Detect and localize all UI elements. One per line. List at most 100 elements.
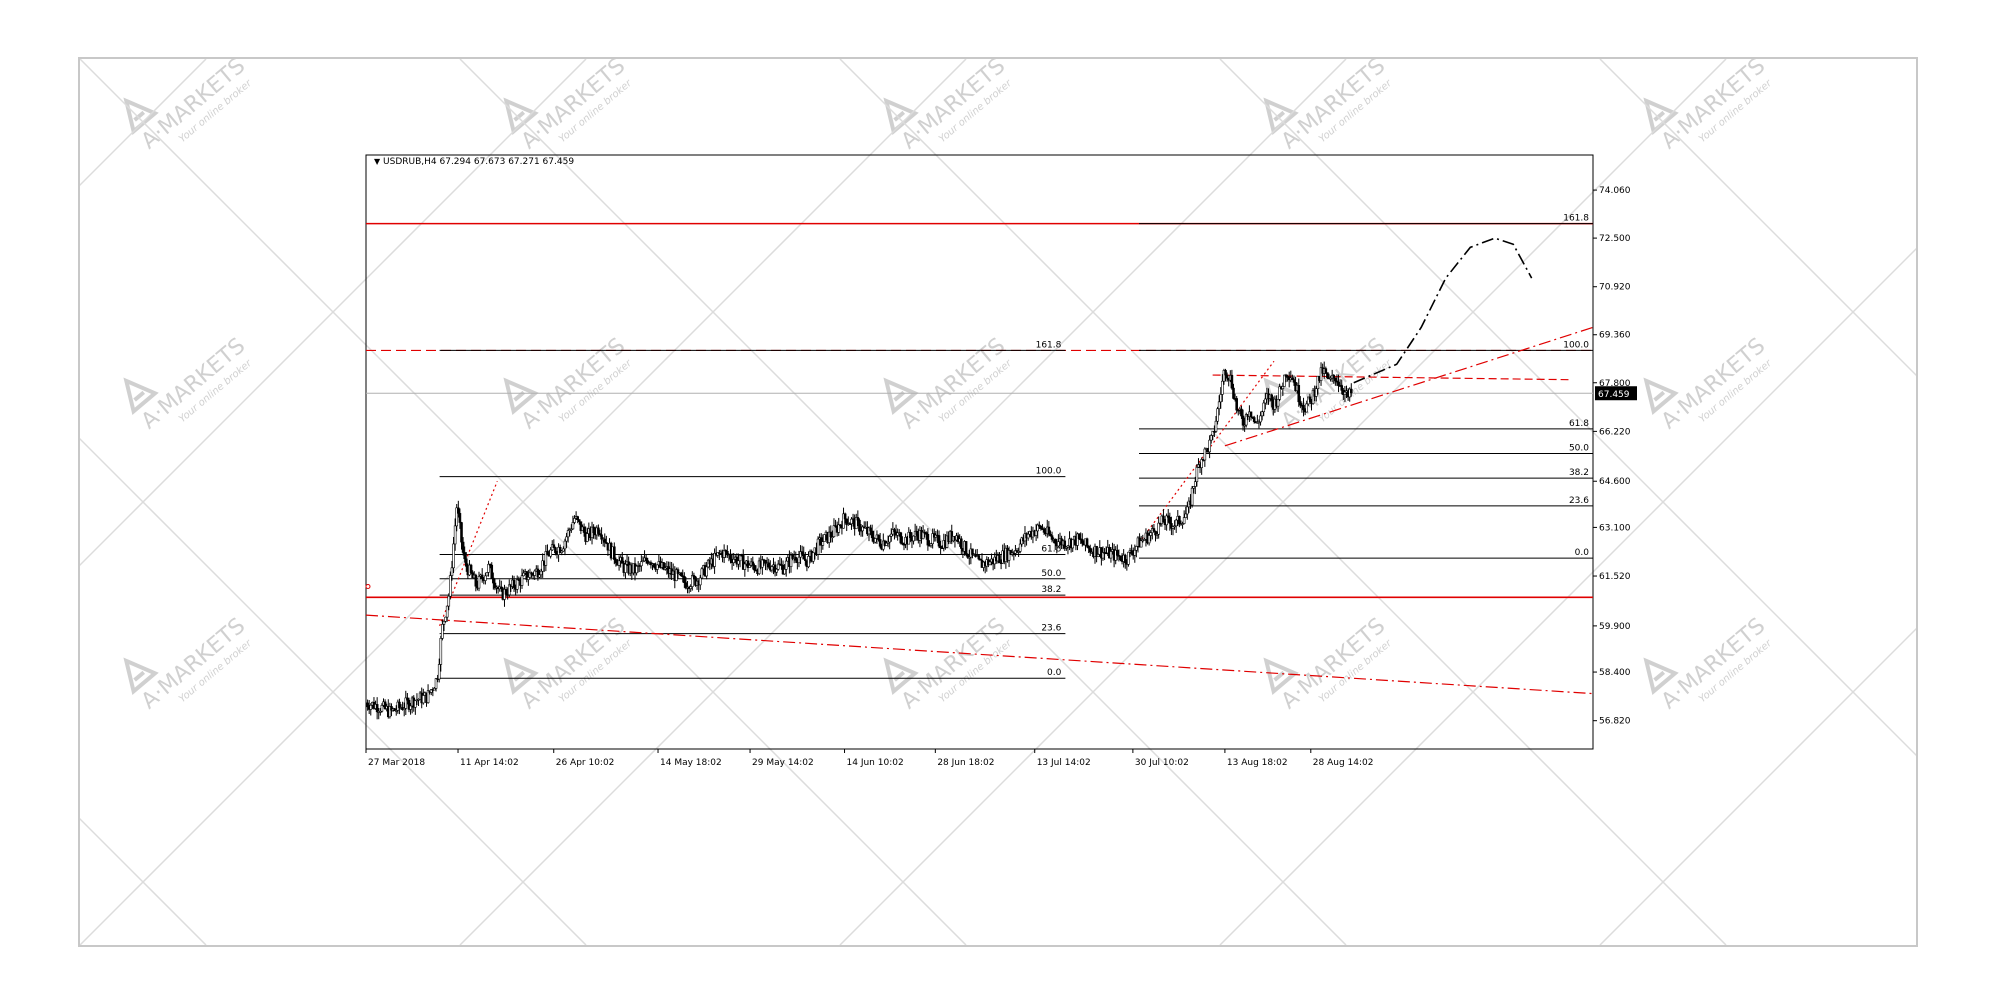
candle-body [770,566,774,571]
candle-body [452,543,455,569]
candle-body [1213,430,1216,433]
candle-body [874,538,877,543]
collapse-triangle-icon[interactable]: ▼ [374,157,381,166]
candle-body [409,705,412,710]
candle-body [1349,388,1353,394]
candle-body [1302,404,1305,411]
candle-body [773,564,777,573]
lattice-line [1599,627,1916,945]
candle-body [1071,539,1075,549]
candle-body [689,586,693,589]
candle-body [764,560,767,564]
candle-body [737,560,740,565]
candle-body [464,558,468,567]
candle-body [698,577,702,586]
candle-body [684,582,688,589]
watermark-brand: A·MARKETS [137,59,250,154]
amarkets-logo-icon [123,377,159,415]
candle-body [1219,394,1223,403]
watermark-brand: A·MARKETS [517,59,630,154]
candle-body [842,513,845,529]
candle-body [1235,398,1238,411]
candle-body [899,532,903,544]
candle-body [1270,394,1273,401]
candle-body [912,535,915,542]
candle-body [821,541,825,546]
candle-body [1066,545,1070,548]
candle-body [527,577,530,580]
candle-body [383,701,387,709]
candle-body [850,518,853,524]
candle-body [437,664,441,680]
candle-body [845,518,849,526]
y-tick-label: 72.500 [1599,234,1631,244]
candle-body [729,554,732,560]
candle-body [407,699,411,710]
candle-body [620,557,624,564]
candle-body [484,575,487,581]
candle-body [929,543,933,546]
candle-body [988,561,992,566]
candle-body [802,553,806,560]
candle-body [746,560,750,568]
candle-body [931,533,934,545]
candle-body [1154,530,1157,536]
lattice-line [80,59,967,945]
candle-body [563,540,567,550]
watermark-brand: A·MARKETS [1657,613,1770,714]
candle-body [552,544,556,548]
candle-body [854,517,858,530]
candle-body [870,530,874,539]
candle-body [722,549,726,558]
plot-border [365,154,1594,750]
candle-body [441,624,444,639]
x-tick-label: 28 Aug 14:02 [1313,758,1374,768]
candle-body [485,572,489,577]
candle-body [592,526,595,534]
y-tick-label: 66.220 [1599,427,1631,437]
candle-body [1053,539,1057,544]
candle-body [1166,515,1170,518]
candle-body [1119,555,1122,561]
candle-body [533,570,537,576]
fib-left-level-label: 23.6 [1041,624,1061,634]
plot-content: 161.8 100.0 61.8 50.0 38.2 23.6 0.0 161.8 100.0 6… [366,214,1593,720]
candle-body [893,529,896,533]
candle-body [726,551,729,556]
fib-right-level-label: 38.2 [1569,468,1589,478]
candle-body [1281,386,1285,389]
candle-body [445,605,449,618]
candle-body [1319,367,1323,381]
candle-body [1200,459,1203,468]
candle-body [761,559,764,568]
fib-left-level-label: 0.0 [1047,668,1062,678]
candle-body [713,553,716,567]
candle-body [474,574,478,587]
symbol-line: ▼ USDRUB,H4 67.294 67.673 67.271 67.459 [374,157,574,167]
candle-body [1057,541,1060,547]
candle-body [1326,372,1329,379]
watermark-brand: A·MARKETS [897,59,1010,154]
candle-body [455,507,459,527]
axes: 74.060 72.500 70.920 69.360 67.800 66.220 64.6… [365,186,1637,768]
candle-body [1049,533,1052,536]
candle-body [753,565,756,571]
candle-body [487,563,490,573]
candle-body [1017,551,1020,553]
candle-body [1249,411,1253,418]
amarkets-logo-icon [1643,657,1679,695]
candle-body [691,575,694,587]
candle-body [1292,379,1296,383]
candle-body [683,576,686,583]
candle-body [1077,533,1081,540]
candle-body [1240,408,1243,417]
candle-body [738,554,742,562]
candle-body [1184,513,1188,518]
candle-body [1115,549,1119,556]
candle-body [705,566,708,577]
